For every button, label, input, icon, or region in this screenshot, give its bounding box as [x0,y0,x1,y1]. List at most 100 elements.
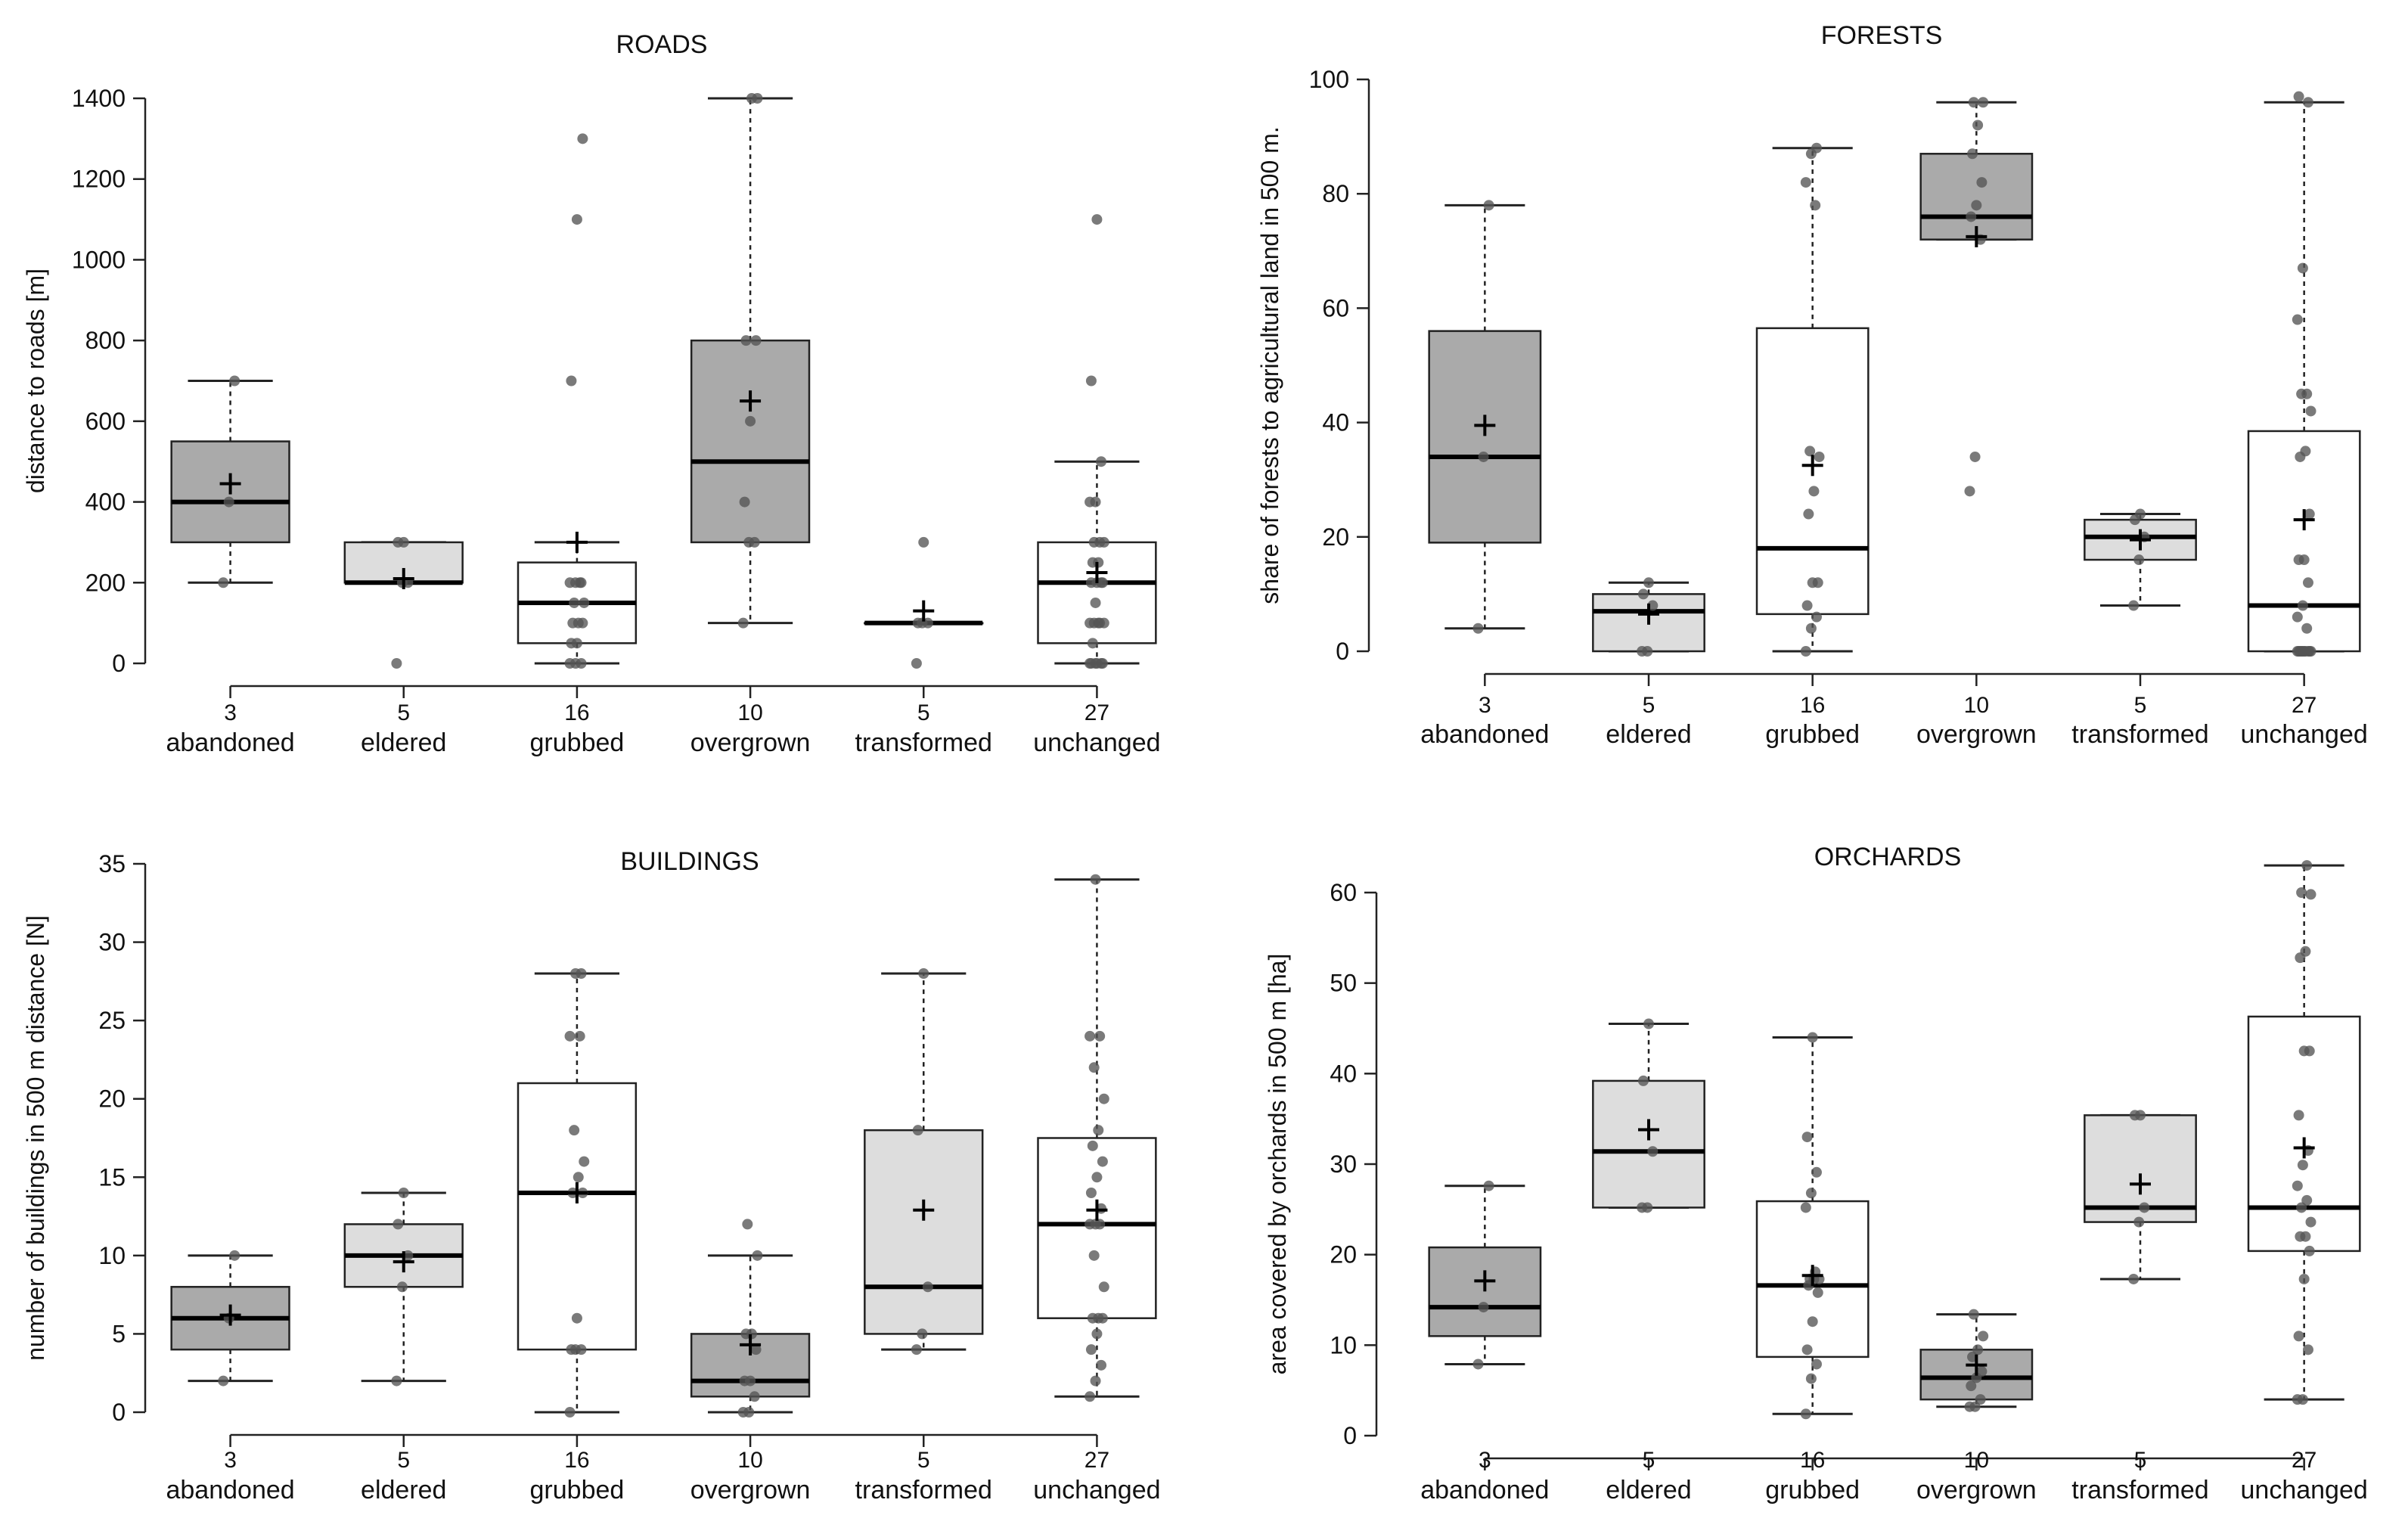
orchards-point-grubbed [1811,1166,1822,1178]
buildings-y-tick-label: 5 [112,1320,126,1347]
orchards-point-unchanged [2297,1160,2308,1171]
orchards-y-axis-label: area covered by orchards in 500 m [ha] [1264,954,1291,1375]
orchards-point-abandoned [1472,1359,1484,1370]
roads-point-grubbed [576,658,587,669]
buildings-point-transformed [918,968,929,979]
forests-count-label: 3 [1479,693,1491,718]
orchards-y-tick-label: 20 [1330,1241,1357,1268]
forests-point-grubbed [1810,200,1821,211]
forests-category-label: overgrown [1916,720,2037,749]
buildings-y-tick-label: 20 [98,1085,126,1113]
forests-y-tick-label: 80 [1322,180,1349,207]
roads-point-transformed [918,536,929,548]
buildings-count-label: 16 [564,1448,589,1473]
forests-point-overgrown [1964,486,1975,497]
forests-point-unchanged [2302,97,2313,108]
buildings-point-unchanged [1098,1093,1109,1104]
roads-point-abandoned [229,375,240,387]
orchards-category-label: eldered [1606,1476,1691,1504]
buildings-point-transformed [917,1328,928,1340]
roads-point-grubbed [571,638,582,649]
orchards-y-tick-label: 30 [1330,1150,1357,1178]
orchards-point-overgrown [1975,1394,1986,1405]
buildings-category-label: abandoned [166,1476,294,1504]
roads-point-unchanged [1085,375,1097,387]
roads-y-axis-label: distance to roads [m] [22,269,49,493]
roads-y-tick-label: 1000 [72,246,126,273]
roads-point-unchanged [1097,577,1108,588]
orchards-point-unchanged [2304,1245,2315,1256]
orchards-point-transformed [2128,1273,2140,1284]
forests-point-overgrown [1968,97,1979,108]
buildings-point-overgrown [742,1219,753,1230]
roads-count-label: 10 [737,700,762,725]
buildings-point-eldered [393,1219,404,1230]
buildings-count-label: 27 [1085,1448,1109,1473]
buildings-category-label: eldered [361,1476,446,1504]
roads-category-label: unchanged [1033,728,1160,757]
roads-point-overgrown [739,496,750,508]
orchards-point-eldered [1642,1202,1653,1213]
roads-point-overgrown [750,335,762,346]
forests-point-unchanged [2292,314,2303,325]
forests-point-overgrown [1976,177,1988,188]
roads-point-overgrown [737,617,749,629]
forests-point-eldered [1637,588,1649,600]
orchards-point-unchanged [2301,1194,2313,1206]
roads-category-label: eldered [361,728,446,757]
buildings-point-grubbed [573,1172,584,1183]
buildings-point-grubbed [579,1156,590,1167]
forests-count-label: 27 [2292,693,2316,718]
forests-point-eldered [1642,646,1653,657]
buildings-point-grubbed [576,1344,587,1355]
orchards-box-eldered [1592,1079,1705,1209]
roads-point-eldered [398,536,409,548]
forests-point-unchanged [2298,554,2310,566]
orchards-category-label: unchanged [2241,1476,2368,1504]
forests-point-overgrown [1978,97,1989,108]
roads-category-label: overgrown [690,728,811,757]
buildings-count-label: 5 [397,1448,410,1473]
roads-count-label: 5 [397,700,410,725]
buildings-count-label: 5 [917,1448,930,1473]
forests-point-unchanged [2293,91,2304,102]
roads-box-overgrown [690,339,811,544]
roads-y-tick-label: 400 [85,489,126,516]
forests-point-grubbed [1811,611,1822,623]
forests-box-abandoned [1428,330,1542,544]
forests-panel: FORESTS share of forests to agricultural… [1256,21,2368,749]
buildings-y-tick-label: 10 [98,1242,126,1269]
roads-point-overgrown [745,415,756,427]
forests-point-unchanged [2302,577,2313,588]
roads-point-grubbed [571,214,582,225]
roads-point-transformed [912,617,923,629]
orchards-category-label: abandoned [1420,1476,1549,1504]
buildings-point-unchanged [1088,1062,1100,1073]
forests-point-transformed [2128,600,2140,611]
orchards-count-label: 5 [1643,1448,1656,1473]
roads-point-grubbed [579,597,590,608]
buildings-point-unchanged [1090,874,1101,885]
buildings-y-tick-label: 0 [112,1399,126,1426]
orchards-point-grubbed [1805,1373,1817,1384]
buildings-point-unchanged [1085,1391,1096,1402]
orchards-title: ORCHARDS [1814,843,1962,871]
forests-point-unchanged [2301,388,2313,399]
orchards-count-label: 27 [2292,1448,2316,1473]
orchards-point-grubbed [1807,1032,1818,1043]
roads-count-label: 5 [917,700,930,725]
buildings-y-tick-label: 30 [98,929,126,956]
forests-point-transformed [2133,554,2145,566]
buildings-point-unchanged [1097,1156,1108,1167]
orchards-count-label: 5 [2134,1448,2147,1473]
roads-category-label: grubbed [530,728,625,757]
forests-point-overgrown [1969,451,1981,462]
forests-y-tick-label: 40 [1322,409,1349,436]
buildings-point-unchanged [1085,1188,1097,1198]
roads-count-label: 3 [224,700,237,725]
roads-point-unchanged [1087,638,1098,649]
buildings-point-eldered [391,1375,402,1386]
buildings-category-label: overgrown [690,1476,811,1504]
buildings-point-unchanged [1096,1359,1107,1371]
orchards-point-overgrown [1972,1344,1984,1355]
